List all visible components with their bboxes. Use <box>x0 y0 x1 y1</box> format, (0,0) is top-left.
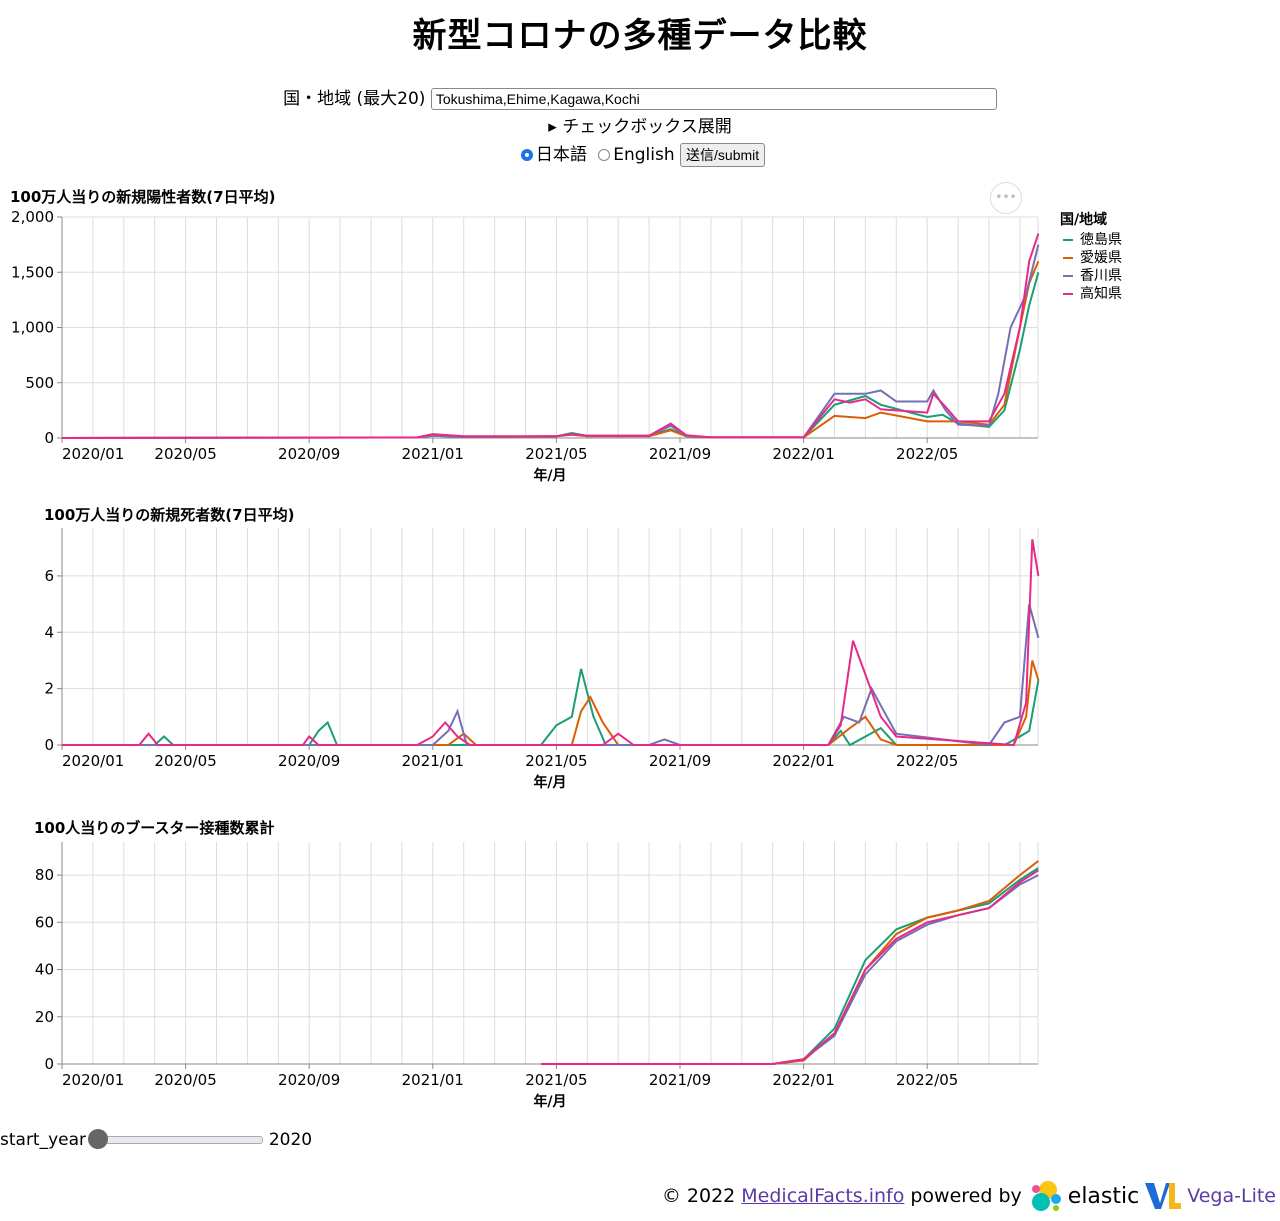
legend-label: 高知県 <box>1080 286 1122 302</box>
x-tick-label: 2022/05 <box>896 1071 958 1089</box>
y-tick-label: 80 <box>35 866 54 884</box>
x-tick-label: 2020/05 <box>154 445 216 463</box>
language-row: 日本語 English 送信/submit <box>0 140 1280 167</box>
x-tick-label: 2022/01 <box>772 1071 834 1089</box>
start-year-slider[interactable] <box>88 1129 264 1149</box>
chart-actions-menu[interactable]: ••• <box>990 182 1022 214</box>
elastic-label: elastic <box>1067 1183 1140 1209</box>
legend-swatch <box>1063 257 1073 259</box>
region-input[interactable] <box>430 88 997 110</box>
y-tick-label: 2,000 <box>11 208 54 226</box>
x-tick-label: 2020/01 <box>62 752 124 770</box>
powered-by: powered by <box>910 1185 1022 1207</box>
y-tick-label: 1,000 <box>11 319 54 337</box>
x-tick-label: 2021/05 <box>525 752 587 770</box>
footer: © 2022 MedicalFacts.info powered by elas… <box>662 1180 1276 1212</box>
legend-label: 香川県 <box>1080 268 1122 284</box>
x-tick-label: 2022/01 <box>772 752 834 770</box>
page-title: 新型コロナの多種データ比較 <box>412 16 868 56</box>
x-tick-label: 2020/09 <box>278 752 340 770</box>
x-tick-label: 2021/05 <box>525 445 587 463</box>
y-tick-label: 0 <box>44 736 54 754</box>
x-tick-label: 2020/05 <box>154 752 216 770</box>
x-tick-label: 2022/05 <box>896 445 958 463</box>
x-tick-label: 2021/09 <box>649 752 711 770</box>
series-line-3 <box>62 603 1040 747</box>
x-tick-label: 2021/05 <box>525 1071 587 1089</box>
lang-en-label: English <box>613 145 675 165</box>
vega-lite-label: Vega-Lite <box>1187 1185 1276 1207</box>
x-tick-label: 2021/01 <box>402 752 464 770</box>
lang-en-radio[interactable] <box>598 149 611 161</box>
series-line-2 <box>61 260 1040 439</box>
slider-label: start_year <box>0 1130 87 1150</box>
slider-thumb[interactable] <box>88 1129 109 1149</box>
x-axis-title: 年/月 <box>533 774 566 791</box>
checkbox-expand-toggle[interactable]: ▸ チェックボックス展開 <box>548 117 732 137</box>
x-tick-label: 2020/05 <box>154 1071 216 1089</box>
x-tick-label: 2020/09 <box>278 1071 340 1089</box>
y-tick-label: 2 <box>44 680 54 698</box>
x-tick-label: 2021/01 <box>402 445 464 463</box>
y-tick-label: 0 <box>44 429 54 447</box>
slider-value: 2020 <box>268 1130 313 1150</box>
y-tick-label: 60 <box>35 913 54 931</box>
series-line-4 <box>61 233 1040 439</box>
elastic-logo-icon <box>1031 1181 1061 1211</box>
legend-item[interactable]: 愛媛県 <box>1060 249 1122 267</box>
x-tick-label: 2022/05 <box>896 752 958 770</box>
deaths-chart[interactable]: 0 2 4 6 2020/01 2020/05 2020/09 2021/01 2021/05 2… <box>0 520 1050 800</box>
series-line-1 <box>541 867 1039 1065</box>
legend-label: 徳島県 <box>1080 232 1122 248</box>
x-axis-title: 年/月 <box>533 1093 566 1110</box>
x-tick-label: 2021/09 <box>649 1071 711 1089</box>
legend-item[interactable]: 高知県 <box>1060 285 1122 303</box>
legend-label: 愛媛県 <box>1080 250 1122 266</box>
lang-ja-radio[interactable] <box>520 149 533 161</box>
chart-title-booster: 100人当りのブースター接種数累計 <box>34 819 275 837</box>
legend: 国/地域 徳島県 愛媛県 香川県 高知県 <box>1060 211 1122 303</box>
series-line-3 <box>61 244 1040 439</box>
region-label: 国・地域 (最大20) <box>283 89 426 109</box>
y-tick-label: 500 <box>25 374 54 392</box>
copyright: © 2022 <box>661 1185 736 1207</box>
y-tick-label: 6 <box>44 567 54 585</box>
y-tick-label: 20 <box>35 1008 54 1026</box>
start-year-slider-row: start_year 2020 <box>0 1129 313 1150</box>
legend-title: 国/地域 <box>1060 212 1108 228</box>
series-line-1 <box>61 272 1040 439</box>
vega-lite-logo-icon <box>1145 1183 1182 1209</box>
series-line-2 <box>541 860 1040 1065</box>
x-tick-label: 2020/01 <box>62 1071 124 1089</box>
y-tick-label: 1,500 <box>11 263 54 281</box>
series-line-1 <box>62 668 1040 747</box>
legend-swatch <box>1063 293 1073 295</box>
submit-button[interactable]: 送信/submit <box>680 143 766 167</box>
series-line-4 <box>541 869 1039 1065</box>
legend-item[interactable]: 徳島県 <box>1060 231 1122 249</box>
legend-swatch <box>1063 239 1073 241</box>
y-tick-label: 40 <box>35 961 54 979</box>
y-tick-label: 0 <box>44 1055 54 1073</box>
y-tick-label: 4 <box>44 623 54 641</box>
series-line-4 <box>62 539 1040 747</box>
lang-ja-label: 日本語 <box>535 145 587 165</box>
chart-title-deaths: 100万人当りの新規死者数(7日平均) <box>44 506 295 524</box>
legend-swatch <box>1063 275 1073 277</box>
legend-item[interactable]: 香川県 <box>1060 267 1122 285</box>
cases-chart[interactable]: 0 500 1,000 1,500 2,000 2020/01 2020/05 2020/09… <box>0 200 1050 490</box>
x-tick-label: 2022/01 <box>772 445 834 463</box>
x-tick-label: 2020/01 <box>62 445 124 463</box>
x-tick-label: 2021/09 <box>649 445 711 463</box>
booster-chart[interactable]: 0 20 40 60 80 2020/01 2020/05 2020/09 2021/01 202… <box>0 835 1050 1115</box>
region-row: 国・地域 (最大20) <box>0 84 1280 110</box>
x-tick-label: 2020/09 <box>278 445 340 463</box>
x-tick-label: 2021/01 <box>402 1071 464 1089</box>
chart-title-cases: 100万人当りの新規陽性者数(7日平均) <box>10 188 276 206</box>
x-axis-title: 年/月 <box>533 467 566 484</box>
medicalfacts-link[interactable]: MedicalFacts.info <box>741 1185 905 1207</box>
